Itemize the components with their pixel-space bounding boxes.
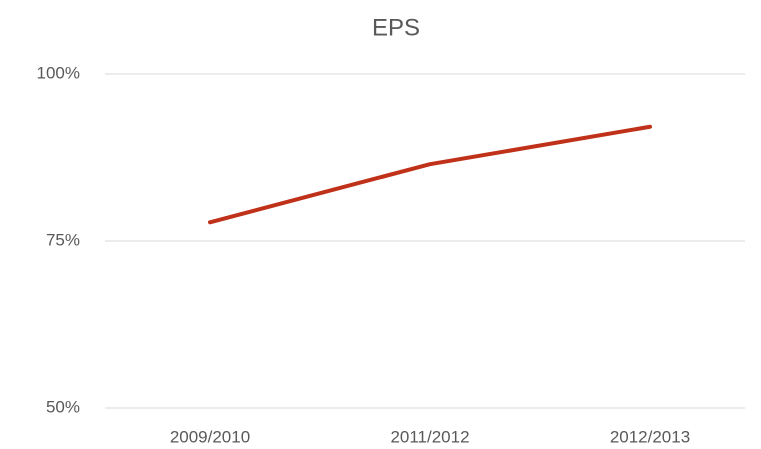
chart-title: EPS [372, 14, 420, 41]
y-tick-label: 75% [46, 230, 80, 249]
line [208, 124, 652, 225]
x-tick-label: 2012/2013 [610, 427, 690, 446]
y-tick-label: 100% [37, 63, 80, 82]
x-tick-label: 2009/2010 [170, 427, 250, 446]
y-tick-label: 50% [46, 397, 80, 416]
x-tick-label: 2011/2012 [390, 427, 469, 446]
